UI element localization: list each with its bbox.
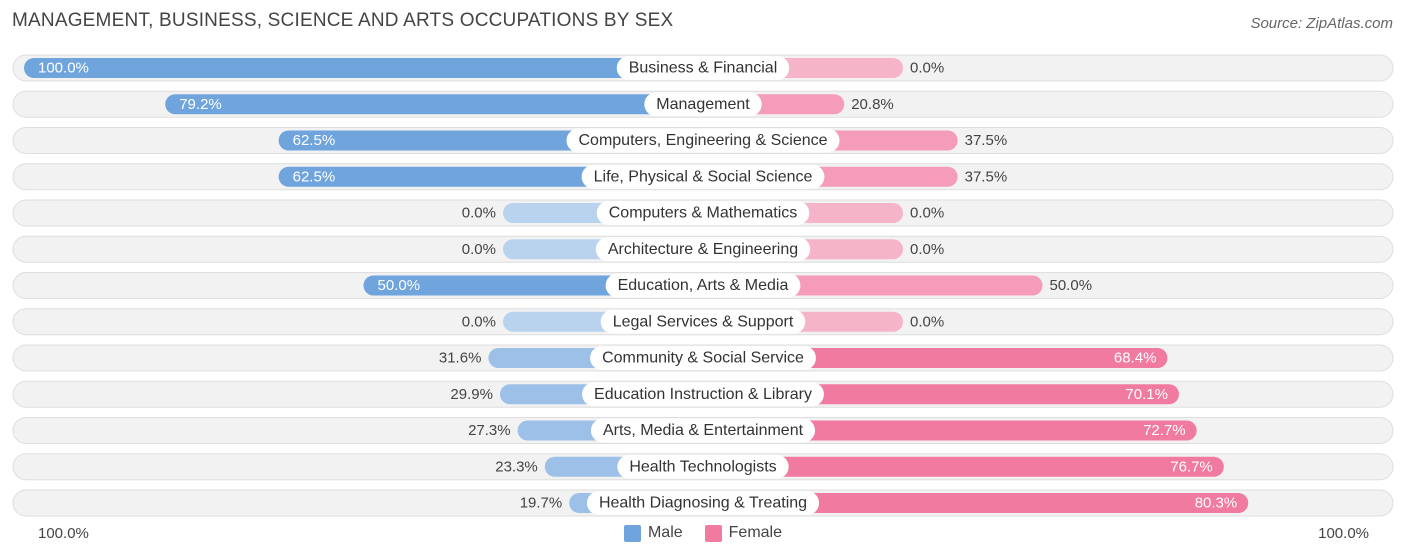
value-label-male: 79.2%: [179, 96, 222, 113]
category-pill: [590, 418, 816, 443]
value-label-male: 62.5%: [293, 132, 336, 149]
category-pill: [605, 273, 801, 298]
value-label-female: 80.3%: [1195, 495, 1238, 512]
category-label: Community & Social Service: [602, 350, 804, 367]
category-pill: [581, 164, 825, 189]
category-pill: [586, 491, 820, 515]
category-label: Health Diagnosing & Treating: [599, 495, 807, 512]
category-pill: [617, 454, 789, 479]
value-label-female: 0.0%: [910, 313, 944, 330]
value-label-male: 31.6%: [439, 350, 482, 367]
value-label-male: 50.0%: [378, 277, 421, 294]
category-label: Education, Arts & Media: [618, 277, 789, 294]
value-label-female: 72.7%: [1143, 422, 1186, 439]
value-label-male: 100.0%: [38, 60, 89, 77]
category-pill: [590, 346, 816, 370]
value-label-male: 29.9%: [450, 386, 493, 403]
bar-female: [703, 348, 1168, 368]
bar-male: [165, 94, 703, 115]
legend-swatch-male: [623, 524, 641, 542]
legend: Male Female: [0, 524, 1406, 542]
value-label-female: 68.4%: [1114, 350, 1157, 367]
value-label-female: 70.1%: [1125, 386, 1168, 403]
category-pill: [600, 309, 806, 334]
category-label: Architecture & Engineering: [608, 241, 798, 258]
chart-canvas: Business & Financial 100.0% 0.0% Management…: [12, 54, 1394, 517]
legend-label-male: Male: [647, 524, 683, 541]
value-label-male: 19.7%: [520, 495, 563, 512]
category-pill: [596, 201, 810, 225]
category-pill: [582, 382, 824, 407]
category-pill: [644, 92, 762, 117]
category-pill: [566, 128, 840, 153]
category-label: Arts, Media & Entertainment: [603, 422, 804, 439]
bar-female: [703, 420, 1197, 441]
value-label-female: 0.0%: [910, 205, 944, 222]
bar-female: [703, 493, 1249, 513]
bar-female: [703, 456, 1224, 477]
value-label-male: 0.0%: [462, 205, 496, 222]
value-label-female: 37.5%: [965, 132, 1008, 149]
value-label-female: 0.0%: [910, 241, 944, 258]
legend-swatch-female: [704, 524, 722, 542]
category-label: Computers & Mathematics: [609, 205, 798, 222]
axis-right-label: 100.0%: [1318, 525, 1369, 542]
value-label-female: 20.8%: [851, 96, 894, 113]
legend-item-male[interactable]: Male: [623, 524, 683, 542]
bar-male: [24, 58, 703, 78]
legend-item-female[interactable]: Female: [704, 524, 783, 542]
category-label: Legal Services & Support: [613, 313, 794, 330]
value-label-male: 62.5%: [293, 168, 336, 185]
category-label: Education Instruction & Library: [594, 386, 812, 403]
value-label-female: 50.0%: [1050, 277, 1093, 294]
legend-label-female: Female: [728, 524, 783, 541]
value-label-male: 0.0%: [462, 241, 496, 258]
value-label-male: 23.3%: [495, 458, 538, 475]
value-label-male: 0.0%: [462, 313, 496, 330]
category-label: Health Technologists: [629, 458, 776, 475]
value-label-male: 27.3%: [468, 422, 511, 439]
category-label: Computers, Engineering & Science: [578, 132, 827, 149]
axis-left-label: 100.0%: [38, 525, 89, 542]
category-pill: [595, 237, 811, 262]
source-label: Source: ZipAtlas.com: [1250, 15, 1393, 32]
category-label: Management: [656, 96, 750, 113]
value-label-female: 76.7%: [1170, 458, 1213, 475]
value-label-female: 37.5%: [965, 168, 1008, 185]
chart-title: MANAGEMENT, BUSINESS, SCIENCE AND ARTS O…: [12, 10, 674, 31]
category-label: Life, Physical & Social Science: [594, 168, 813, 185]
category-label: Business & Financial: [629, 60, 778, 77]
category-pill: [616, 56, 790, 80]
value-label-female: 0.0%: [910, 60, 944, 77]
